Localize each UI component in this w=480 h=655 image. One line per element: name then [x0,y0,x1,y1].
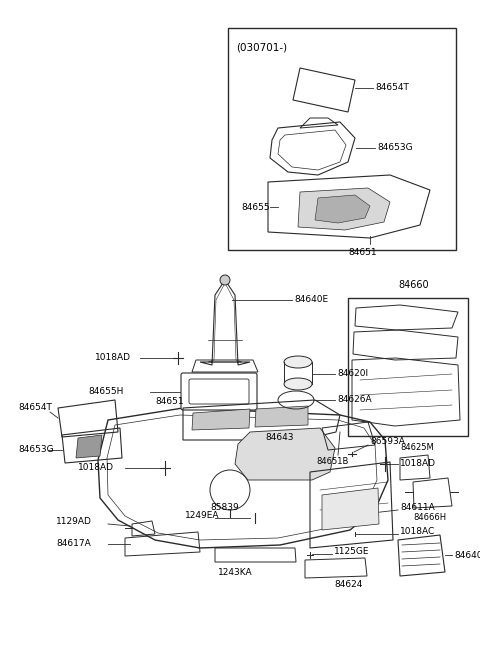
Text: 84654T: 84654T [18,403,52,413]
FancyBboxPatch shape [189,379,249,404]
Ellipse shape [284,356,312,368]
Text: 1125GE: 1125GE [334,546,370,555]
Text: 1018AC: 1018AC [400,527,435,536]
Text: 84620I: 84620I [337,369,368,379]
Polygon shape [315,195,370,223]
Text: 84666H: 84666H [413,513,446,522]
Polygon shape [322,488,379,530]
Text: 1129AD: 1129AD [56,517,92,525]
Text: 84643: 84643 [265,432,293,441]
Text: 84624: 84624 [334,580,362,589]
Text: 84653G: 84653G [377,143,413,153]
Text: 86593A: 86593A [370,438,405,447]
Ellipse shape [284,378,312,390]
Text: 1243KA: 1243KA [218,568,252,577]
Polygon shape [192,409,250,430]
Circle shape [220,275,230,285]
Text: 84625M: 84625M [400,443,434,452]
Text: 84654T: 84654T [375,83,409,92]
Text: 84611A: 84611A [400,504,435,512]
Text: 84626A: 84626A [337,396,372,405]
Text: 84640C: 84640C [454,550,480,559]
Polygon shape [235,428,335,480]
Bar [348,298,468,436]
Text: 1249EA: 1249EA [185,510,219,519]
Text: 84651: 84651 [155,398,184,407]
Text: 1018AD: 1018AD [400,460,436,468]
Text: 84655: 84655 [241,202,270,212]
Text: 85839: 85839 [210,504,239,512]
Text: 84655H: 84655H [88,388,123,396]
Text: (030701-): (030701-) [236,43,287,53]
Text: 1018AD: 1018AD [95,354,131,362]
FancyBboxPatch shape [181,373,257,410]
Bar [228,28,456,250]
Text: 84640E: 84640E [294,295,328,305]
Text: 84660: 84660 [398,280,429,290]
Text: 84651B: 84651B [316,457,348,466]
Text: 84653G: 84653G [18,445,54,455]
Text: 1018AD: 1018AD [78,464,114,472]
Text: 84617A: 84617A [56,540,91,548]
Polygon shape [76,435,102,458]
Polygon shape [255,406,308,427]
Polygon shape [298,188,390,230]
Text: 84651: 84651 [348,248,377,257]
